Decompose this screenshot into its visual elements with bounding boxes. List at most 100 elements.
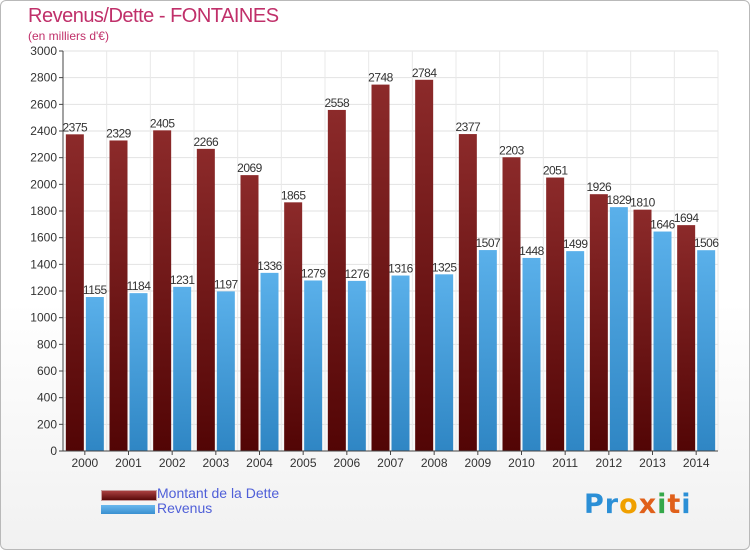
legend-swatch-dette [101, 490, 157, 501]
bar-revenus [435, 274, 454, 451]
bar-revenus [697, 250, 716, 451]
data-label-dette: 2266 [193, 135, 219, 149]
bar-dette [196, 148, 215, 451]
y-tick-label: 200 [37, 417, 57, 431]
logo-letter: t [667, 489, 682, 520]
x-tick-label: 2002 [159, 456, 186, 470]
legend-swatch-revenus [101, 505, 155, 514]
data-label-dette: 1810 [630, 196, 656, 210]
bar-revenus [522, 257, 541, 451]
bar-dette [109, 140, 128, 451]
y-tick-label: 2400 [30, 124, 57, 138]
data-label-revenus: 1646 [650, 218, 676, 232]
y-tick-label: 2600 [30, 97, 57, 111]
legend-item-dette: Montant de la Dette [101, 485, 341, 501]
y-tick-label: 1200 [30, 284, 57, 298]
x-tick-label: 2000 [71, 456, 98, 470]
bar-revenus [653, 231, 672, 451]
bar-dette [677, 225, 696, 451]
chart-title: Revenus/Dette - FONTAINES [28, 5, 279, 27]
logo-letter: i [681, 489, 692, 520]
x-tick-label: 2007 [377, 456, 404, 470]
logo-letter: o [619, 489, 639, 520]
x-tick-label: 2011 [552, 456, 578, 470]
y-tick-label: 400 [37, 391, 57, 405]
bar-dette [284, 202, 303, 451]
bar-revenus [129, 293, 148, 451]
x-tick-label: 2008 [421, 456, 448, 470]
data-label-revenus: 1506 [694, 236, 720, 250]
bar-revenus [566, 251, 585, 451]
bar-dette [502, 157, 521, 451]
y-tick-label: 2200 [30, 151, 57, 165]
bar-revenus [216, 291, 235, 451]
data-label-revenus: 1507 [475, 236, 501, 250]
y-tick-label: 1000 [30, 311, 57, 325]
y-tick-label: 0 [50, 444, 57, 458]
data-label-revenus: 1316 [388, 262, 414, 276]
logo-letter: i [657, 489, 668, 520]
bar-dette [153, 130, 172, 452]
data-label-dette: 2375 [62, 120, 88, 134]
bar-revenus [304, 280, 323, 451]
legend-label-dette: Montant de la Dette [157, 485, 280, 501]
x-tick-label: 2013 [639, 456, 666, 470]
data-label-revenus: 1184 [127, 279, 152, 293]
bar-dette [371, 84, 390, 451]
data-label-dette: 2069 [237, 161, 263, 175]
y-tick-label: 3000 [30, 44, 57, 58]
logo-letter: r [604, 489, 620, 520]
data-label-revenus: 1155 [83, 283, 108, 297]
x-tick-label: 2010 [508, 456, 535, 470]
bar-revenus [609, 207, 628, 451]
data-label-dette: 2051 [543, 164, 569, 178]
x-tick-label: 2005 [290, 456, 317, 470]
data-label-revenus: 1829 [606, 193, 632, 207]
legend-item-revenus: Revenus [101, 500, 341, 516]
y-tick-label: 1800 [30, 204, 57, 218]
bar-dette [589, 194, 608, 451]
data-label-dette: 1694 [674, 211, 700, 225]
y-tick-label: 800 [37, 337, 57, 351]
data-label-dette: 2748 [368, 71, 394, 85]
x-tick-label: 2003 [202, 456, 229, 470]
proxiti-logo: Proxiti [584, 489, 692, 520]
bar-revenus [173, 286, 192, 451]
data-label-dette: 1926 [586, 180, 612, 194]
bar-dette [415, 79, 434, 452]
data-label-revenus: 1276 [344, 267, 370, 281]
data-label-dette: 2377 [455, 120, 481, 134]
data-label-revenus: 1231 [170, 273, 196, 287]
data-label-dette: 2203 [499, 143, 525, 157]
bar-revenus [260, 272, 279, 451]
y-tick-label: 2000 [30, 177, 57, 191]
bar-revenus [478, 250, 497, 451]
logo-letter: P [584, 489, 605, 520]
y-tick-label: 2800 [30, 71, 57, 85]
data-label-revenus: 1448 [519, 244, 545, 258]
x-tick-label: 2014 [683, 456, 710, 470]
x-tick-label: 2006 [333, 456, 360, 470]
data-label-dette: 2405 [150, 116, 176, 130]
data-label-revenus: 1325 [432, 260, 458, 274]
bar-dette [65, 134, 84, 452]
legend-label-revenus: Revenus [157, 500, 213, 516]
data-label-dette: 1865 [281, 188, 307, 202]
data-label-dette: 2558 [324, 96, 350, 110]
x-tick-label: 2009 [464, 456, 491, 470]
bar-dette [240, 175, 259, 451]
x-tick-label: 2001 [115, 456, 142, 470]
bar-dette [458, 134, 477, 452]
data-label-dette: 2329 [106, 126, 132, 140]
data-label-dette: 2784 [412, 66, 438, 80]
data-label-revenus: 1499 [563, 237, 589, 251]
bar-revenus [391, 275, 410, 451]
x-tick-label: 2012 [595, 456, 622, 470]
bar-revenus [85, 297, 104, 451]
data-label-revenus: 1197 [214, 277, 239, 291]
bar-dette [633, 209, 652, 451]
data-label-revenus: 1279 [301, 266, 327, 280]
data-label-revenus: 1336 [257, 259, 283, 273]
y-tick-label: 600 [37, 364, 57, 378]
